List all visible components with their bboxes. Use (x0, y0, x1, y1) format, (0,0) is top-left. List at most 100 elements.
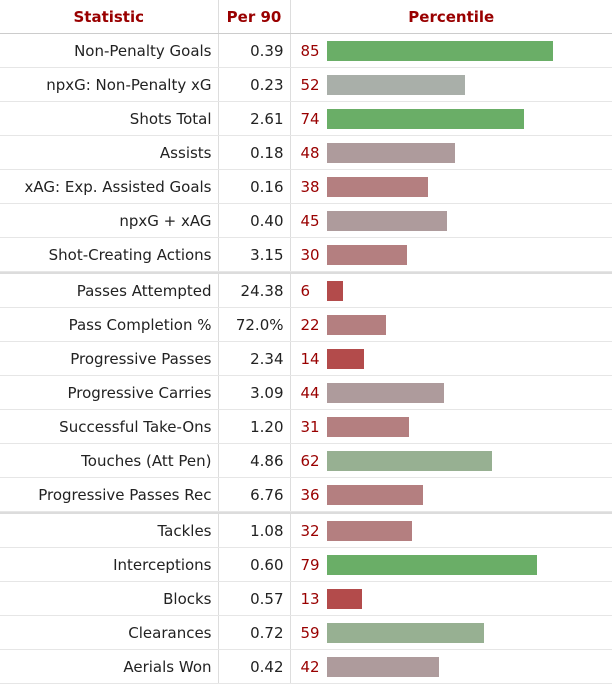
table-row: Non-Penalty Goals 0.39 85 (0, 33, 612, 68)
stat-name: Progressive Passes (0, 341, 219, 376)
percentile-bar (326, 210, 447, 231)
percentile-cell: 32 (290, 513, 612, 548)
per90-value: 24.38 (218, 273, 291, 308)
per90-value: 0.39 (218, 33, 291, 68)
stat-name: Assists (0, 135, 219, 170)
percentile-value: 31 (300, 417, 320, 436)
percentile-bar (326, 108, 524, 129)
percentile-value: 6 (300, 281, 311, 300)
percentile-value: 32 (300, 521, 320, 540)
stat-name: npxG: Non-Penalty xG (0, 67, 219, 102)
stat-name: Non-Penalty Goals (0, 33, 219, 68)
percentile-value: 14 (300, 349, 320, 368)
group-separator (0, 271, 612, 274)
percentile-value: 13 (300, 589, 320, 608)
stat-name: Shot-Creating Actions (0, 237, 219, 272)
percentile-cell: 6 (290, 273, 612, 308)
percentile-value: 30 (300, 245, 320, 264)
percentile-bar (326, 382, 444, 403)
table-row: Touches (Att Pen) 4.86 62 (0, 443, 612, 478)
per90-value: 2.61 (218, 101, 291, 136)
percentile-value: 62 (300, 451, 320, 470)
percentile-bar (326, 40, 553, 61)
percentile-bar (326, 142, 455, 163)
header-per90[interactable]: Per 90 (218, 0, 291, 34)
percentile-bar (326, 484, 423, 505)
percentile-cell: 48 (290, 135, 612, 170)
percentile-value: 59 (300, 623, 320, 642)
percentile-value: 38 (300, 177, 320, 196)
per90-value: 72.0% (218, 307, 291, 342)
per90-value: 0.18 (218, 135, 291, 170)
percentile-cell: 62 (290, 443, 612, 478)
stat-name: Shots Total (0, 101, 219, 136)
per90-value: 0.40 (218, 203, 291, 238)
percentile-bar (326, 520, 412, 541)
percentile-bar (326, 554, 537, 575)
table-row: Progressive Passes Rec 6.76 36 (0, 477, 612, 512)
group-separator (0, 511, 612, 514)
table-row: Interceptions 0.60 79 (0, 547, 612, 582)
per90-value: 3.15 (218, 237, 291, 272)
percentile-bar (326, 74, 465, 95)
percentile-cell: 31 (290, 409, 612, 444)
percentile-cell: 30 (290, 237, 612, 272)
table-row: Successful Take-Ons 1.20 31 (0, 409, 612, 444)
percentile-bar (326, 244, 407, 265)
percentile-value: 48 (300, 143, 320, 162)
stat-name: Progressive Carries (0, 375, 219, 410)
percentile-cell: 36 (290, 477, 612, 512)
percentile-bar (326, 314, 386, 335)
percentile-cell: 45 (290, 203, 612, 238)
table-row: Blocks 0.57 13 (0, 581, 612, 616)
per90-value: 0.57 (218, 581, 291, 616)
percentile-value: 44 (300, 383, 320, 402)
percentile-cell: 14 (290, 341, 612, 376)
per90-value: 3.09 (218, 375, 291, 410)
percentile-value: 85 (300, 41, 320, 60)
percentile-cell: 85 (290, 33, 612, 68)
stat-name: Successful Take-Ons (0, 409, 219, 444)
percentile-bar (326, 280, 343, 301)
table-row: Assists 0.18 48 (0, 135, 612, 170)
table-row: Tackles 1.08 32 (0, 513, 612, 548)
per90-value: 0.60 (218, 547, 291, 582)
percentile-cell: 52 (290, 67, 612, 102)
per90-value: 0.42 (218, 649, 291, 684)
percentile-cell: 38 (290, 169, 612, 204)
per90-value: 0.72 (218, 615, 291, 650)
table-row: npxG: Non-Penalty xG 0.23 52 (0, 67, 612, 102)
percentile-bar (326, 416, 409, 437)
header-row: Statistic Per 90 Percentile (0, 0, 612, 34)
stat-name: Aerials Won (0, 649, 219, 684)
header-statistic[interactable]: Statistic (0, 0, 219, 34)
percentile-cell: 13 (290, 581, 612, 616)
stat-name: Tackles (0, 513, 219, 548)
table-row: Pass Completion % 72.0% 22 (0, 307, 612, 342)
stat-name: Passes Attempted (0, 273, 219, 308)
percentile-bar (326, 176, 428, 197)
per90-value: 4.86 (218, 443, 291, 478)
per90-value: 0.16 (218, 169, 291, 204)
per90-value: 6.76 (218, 477, 291, 512)
percentile-bar (326, 348, 364, 369)
stat-name: Pass Completion % (0, 307, 219, 342)
per90-value: 0.23 (218, 67, 291, 102)
group-separator-cell (0, 511, 612, 514)
stat-name: Progressive Passes Rec (0, 477, 219, 512)
header-percentile[interactable]: Percentile (290, 0, 612, 34)
percentile-cell: 44 (290, 375, 612, 410)
percentile-value: 52 (300, 75, 320, 94)
table-row: Progressive Carries 3.09 44 (0, 375, 612, 410)
percentile-value: 45 (300, 211, 320, 230)
table-row: Shots Total 2.61 74 (0, 101, 612, 136)
percentile-cell: 74 (290, 101, 612, 136)
table-row: xAG: Exp. Assisted Goals 0.16 38 (0, 169, 612, 204)
table-row: Clearances 0.72 59 (0, 615, 612, 650)
stat-name: Blocks (0, 581, 219, 616)
stat-name: Interceptions (0, 547, 219, 582)
stat-name: xAG: Exp. Assisted Goals (0, 169, 219, 204)
stat-name: Touches (Att Pen) (0, 443, 219, 478)
table-row: Aerials Won 0.42 42 (0, 649, 612, 684)
